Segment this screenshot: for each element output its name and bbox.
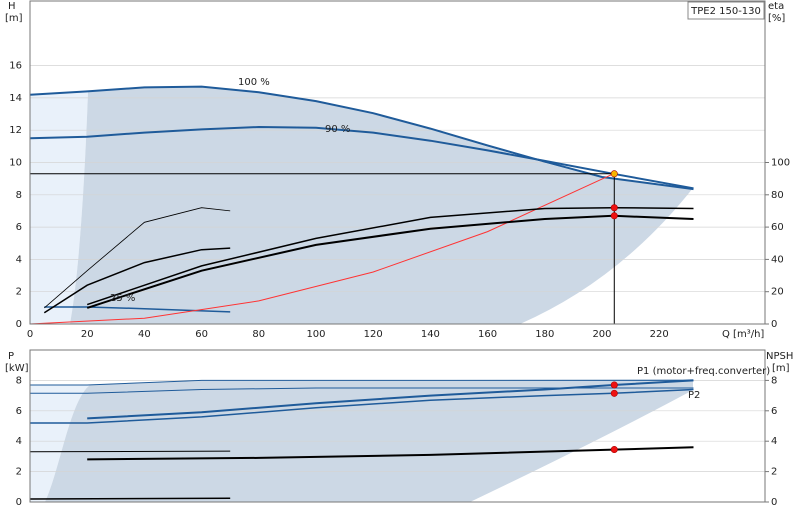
curve (29, 125, 694, 190)
y2-tick-label: 40 (771, 254, 784, 265)
y2-tick-label: 20 (771, 287, 784, 298)
y-tick-label: 4 (16, 436, 22, 447)
curve (29, 85, 694, 191)
y2-tick-label: 100 (771, 158, 790, 169)
duty-point (610, 446, 618, 454)
y-tick-label: 10 (9, 158, 22, 169)
x-tick-label: 40 (138, 329, 151, 340)
curve (43, 247, 231, 314)
y2-tick-label: 0 (771, 319, 777, 330)
y-tick-label: 16 (9, 61, 22, 72)
plot-frame (29, 0, 766, 325)
y-axis-label: P (8, 351, 14, 362)
y-tick-label: 2 (16, 287, 22, 298)
y-tick-label: 14 (9, 93, 22, 104)
y2-tick-label: 8 (771, 375, 777, 386)
y-tick-label: 0 (16, 319, 22, 330)
y-tick-label: 12 (9, 125, 22, 136)
y2-tick-label: 6 (771, 406, 777, 417)
y-tick-label: 6 (16, 406, 22, 417)
curve (30, 387, 694, 394)
curve (44, 306, 231, 313)
chart-title: TPE2 150-130 (690, 6, 761, 17)
x-tick-label: 220 (650, 329, 669, 340)
labels: 0 20 40 60 80 100 120 140 160 180 200 2200246810121… (9, 61, 790, 508)
y-tick-label: 0 (16, 497, 22, 508)
curve-label: P1 (motor+freq.converter) (637, 366, 770, 377)
plot-frame (29, 349, 766, 503)
title-box (687, 1, 765, 20)
y2-axis-unit: [m] (772, 363, 790, 374)
y-tick-label: 4 (16, 254, 22, 265)
y2-tick-label: 80 (771, 190, 784, 201)
data (29, 85, 694, 500)
y2-tick-label: 60 (771, 222, 784, 233)
y2-tick-label: 4 (771, 436, 777, 447)
y2-axis-unit: [%] (768, 13, 785, 24)
y-axis-unit: [m] (5, 13, 23, 24)
y2-tick-label: 2 (771, 467, 777, 478)
duty-point (610, 212, 618, 220)
curve (29, 450, 231, 453)
x-tick-label: 80 (252, 329, 265, 340)
y2-tick-label: 0 (771, 497, 777, 508)
y-tick-label: 2 (16, 467, 22, 478)
curve (30, 379, 694, 386)
y-axis-label: H (8, 1, 16, 12)
x-tick-label: 160 (478, 329, 497, 340)
x-axis-label: Q [m³/h] (722, 329, 764, 340)
y2-axis-label: NPSH (766, 351, 793, 362)
x-tick-label: 180 (535, 329, 554, 340)
x-tick-label: 140 (421, 329, 440, 340)
y-tick-label: 8 (16, 190, 22, 201)
duty-point (610, 381, 618, 389)
x-tick-label: 60 (195, 329, 208, 340)
x-tick-label: 100 (306, 329, 325, 340)
curve-label: P2 (688, 390, 700, 401)
x-tick-label: 120 (364, 329, 383, 340)
curve (30, 388, 694, 424)
low-range-area (30, 92, 88, 324)
duty-point (610, 204, 618, 212)
duty-point (610, 389, 618, 397)
y-tick-label: 8 (16, 375, 22, 386)
x-tick-label: 0 (27, 329, 33, 340)
curve-label: 25 % (110, 293, 135, 304)
curve (87, 446, 694, 461)
curve (29, 497, 231, 500)
low-range-area (30, 385, 90, 502)
curve-label: 90 % (325, 124, 350, 135)
y-tick-label: 6 (16, 222, 22, 233)
y2-axis-label: eta (768, 1, 784, 12)
curve-label: 100 % (238, 77, 270, 88)
duty-point (610, 170, 618, 178)
x-tick-label: 200 (592, 329, 611, 340)
y-axis-unit: [kW] (5, 363, 29, 374)
curve (44, 207, 231, 309)
x-tick-label: 20 (81, 329, 94, 340)
